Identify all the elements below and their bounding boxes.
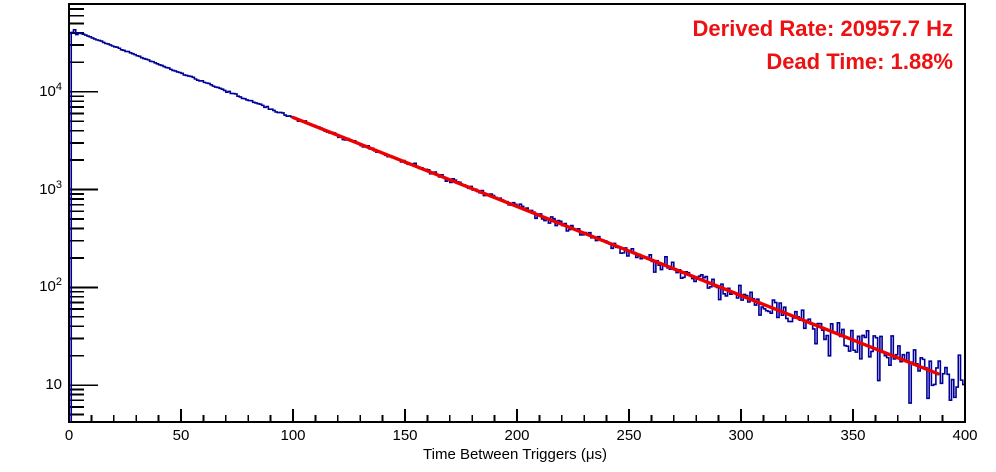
x-tick-label: 0: [64, 427, 74, 444]
y-tick-label: 102: [39, 276, 62, 296]
histogram-step-line: [69, 29, 965, 423]
plot-frame: [68, 3, 966, 423]
x-tick-label: 250: [616, 427, 642, 444]
x-tick-label: 100: [280, 427, 306, 444]
x-axis-title: Time Between Triggers (μs): [423, 446, 607, 463]
stats-annotation: Derived Rate: 20957.7 Hz Dead Time: 1.88…: [693, 12, 953, 78]
x-tick-label: 50: [172, 427, 190, 444]
x-tick-label: 400: [952, 427, 978, 444]
dead-time-text: Dead Time: 1.88%: [766, 49, 953, 74]
x-tick-label: 300: [728, 427, 754, 444]
fit-line: [291, 115, 940, 376]
x-tick-label: 200: [504, 427, 530, 444]
x-tick-label: 150: [392, 427, 418, 444]
y-tick-label: 104: [39, 80, 62, 100]
y-tick-label: 10: [45, 376, 62, 394]
y-tick-label: 103: [39, 178, 62, 198]
derived-rate-text: Derived Rate: 20957.7 Hz: [692, 16, 953, 41]
x-tick-label: 350: [840, 427, 866, 444]
